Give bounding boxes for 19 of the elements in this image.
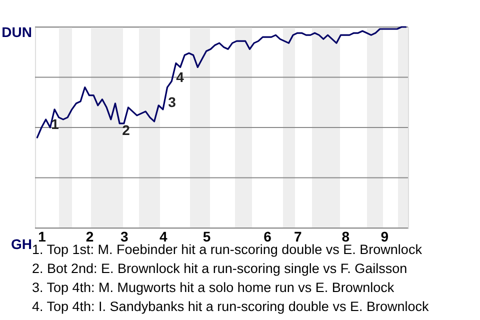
annotation: 3	[168, 94, 176, 110]
x-tick-label: 4	[160, 228, 168, 244]
annotation: 4	[176, 69, 184, 85]
text: DUN	[2, 24, 32, 40]
text: GH	[11, 236, 32, 252]
x-tick-label: 9	[380, 228, 389, 244]
x-tick-label: 1	[38, 228, 46, 244]
annotation: 1	[51, 116, 60, 132]
x-tick-label: 8	[342, 228, 350, 244]
x-tick-label: 2	[86, 228, 94, 244]
text: 1. Top 1st: M. Foebinder hit a run-scoring double vs E. Brownlock	[32, 242, 422, 257]
text: 4. Top 4th: I. Sandybanks hit a run-scoring double vs E. Brownlock	[32, 299, 429, 314]
x-tick-label: 6	[264, 228, 272, 244]
x-tick-label: 7	[294, 228, 302, 244]
text: 2. Bot 2nd: E. Brownlock hit a run-scoring single vs F. Gailsson	[32, 261, 408, 276]
x-tick-label: 5	[202, 228, 211, 244]
text: 3. Top 4th: M. Mugworts hit a solo home run vs E. Brownlock	[32, 280, 394, 295]
x-tick-label: 3	[120, 228, 129, 244]
annotation: 2	[122, 122, 130, 138]
